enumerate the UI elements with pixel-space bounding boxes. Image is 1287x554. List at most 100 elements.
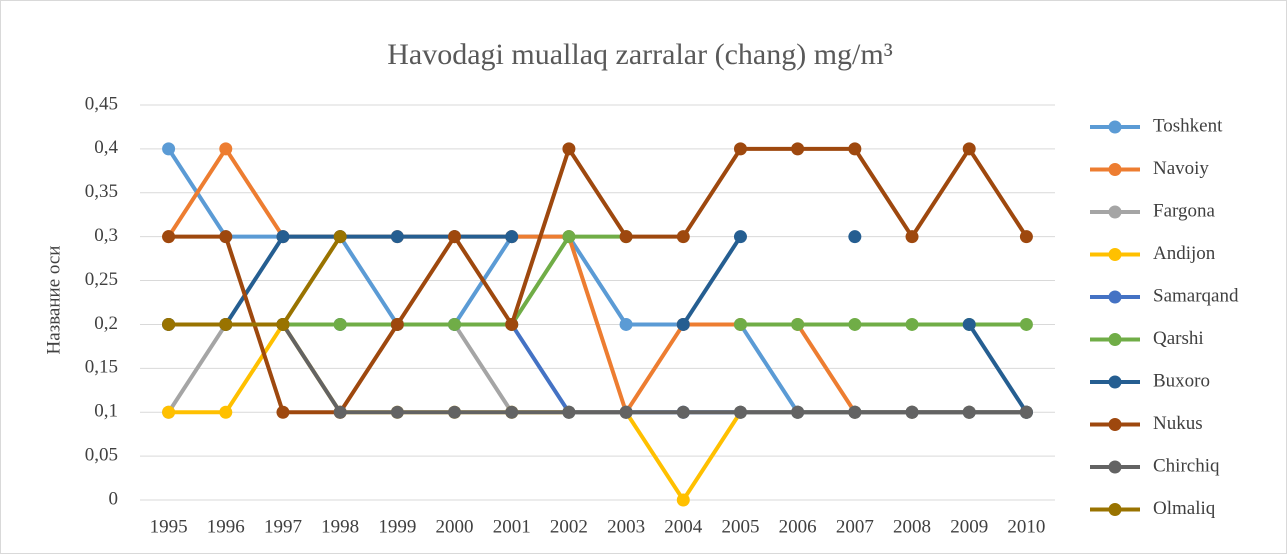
marker <box>619 317 633 331</box>
x-tick-label: 2000 <box>436 516 474 537</box>
legend-label: Qarshi <box>1153 328 1204 349</box>
y-tick-label: 0,45 <box>85 93 118 114</box>
marker <box>619 405 633 419</box>
legend-label: Navoiy <box>1153 158 1209 179</box>
marker <box>505 317 519 331</box>
legend-marker <box>1108 418 1122 431</box>
marker <box>390 230 404 244</box>
marker <box>162 405 176 419</box>
marker <box>962 405 976 419</box>
legend-label: Samarqand <box>1153 285 1239 306</box>
marker <box>1019 405 1033 419</box>
y-tick-label: 0,1 <box>94 401 118 422</box>
x-tick-label: 1996 <box>207 516 245 537</box>
legend-marker <box>1108 248 1122 261</box>
marker <box>562 142 576 156</box>
legend-label: Olmaliq <box>1153 498 1216 519</box>
marker <box>733 230 747 244</box>
legend-marker <box>1108 460 1122 474</box>
marker <box>562 230 576 244</box>
legend-marker <box>1108 205 1122 219</box>
series-line <box>168 322 1027 415</box>
series-line <box>681 235 743 326</box>
y-tick-label: 0,05 <box>85 444 118 465</box>
legend-marker <box>1108 333 1122 346</box>
marker <box>676 405 690 419</box>
marker <box>905 317 919 331</box>
marker <box>848 317 862 331</box>
marker <box>962 317 976 331</box>
marker <box>848 230 862 244</box>
x-tick-label: 1997 <box>264 516 302 537</box>
legend-marker <box>1108 120 1122 134</box>
marker <box>162 142 176 156</box>
marker <box>733 317 747 331</box>
marker <box>676 230 690 244</box>
y-axis-label: Название оси <box>43 246 64 355</box>
marker <box>162 230 176 244</box>
marker <box>791 405 805 419</box>
marker <box>848 142 862 156</box>
x-tick-label: 2003 <box>607 516 645 537</box>
y-tick-label: 0,35 <box>85 181 118 202</box>
legend-marker <box>1108 290 1122 304</box>
marker <box>219 405 233 419</box>
x-tick-label: 2005 <box>721 516 759 537</box>
marker <box>219 142 233 156</box>
marker <box>905 230 919 244</box>
marker <box>791 142 805 156</box>
legend-marker <box>1108 375 1122 389</box>
x-tick-label: 2002 <box>550 516 588 537</box>
y-tick-label: 0,25 <box>85 269 118 290</box>
marker <box>1019 230 1033 244</box>
legend-label: Chirchiq <box>1153 455 1220 476</box>
x-tick-label: 2004 <box>664 516 703 537</box>
marker <box>219 230 233 244</box>
marker <box>962 142 976 156</box>
chart-title: Havodagi muallaq zarralar (chang) mg/m³ <box>387 38 892 71</box>
marker <box>276 230 290 244</box>
marker <box>276 405 290 419</box>
series-line <box>967 323 1029 414</box>
x-tick-label: 2007 <box>836 516 874 537</box>
marker <box>619 230 633 244</box>
marker <box>505 230 519 244</box>
x-tick-label: 1999 <box>378 516 416 537</box>
legend-label: Nukus <box>1153 413 1203 434</box>
x-tick-label: 2010 <box>1007 516 1045 537</box>
marker <box>562 405 576 419</box>
y-tick-label: 0,2 <box>94 313 118 334</box>
legend-label: Fargona <box>1153 200 1215 221</box>
legend-label: Andijon <box>1153 243 1216 264</box>
marker <box>390 405 404 419</box>
marker <box>390 317 404 331</box>
marker <box>733 142 747 156</box>
marker <box>905 405 919 419</box>
x-tick-label: 2008 <box>893 516 931 537</box>
marker <box>162 317 176 331</box>
marker <box>219 317 233 331</box>
marker <box>333 317 347 331</box>
marker <box>448 317 462 331</box>
y-tick-label: 0 <box>109 488 119 509</box>
marker <box>733 405 747 419</box>
y-tick-label: 0,3 <box>94 225 118 246</box>
y-tick-label: 0,15 <box>85 357 118 378</box>
x-tick-label: 1995 <box>150 516 188 537</box>
marker <box>333 405 347 419</box>
x-tick-label: 1998 <box>321 516 359 537</box>
x-tick-label: 2009 <box>950 516 988 537</box>
legend-label: Toshkent <box>1153 115 1223 136</box>
legend-marker <box>1108 503 1122 516</box>
marker <box>676 317 690 331</box>
marker <box>848 405 862 419</box>
marker <box>1019 317 1033 331</box>
marker <box>791 317 805 331</box>
marker <box>448 405 462 419</box>
marker <box>333 230 347 244</box>
legend-label: Buxoro <box>1153 370 1210 391</box>
series-line <box>168 235 342 327</box>
legend-marker <box>1108 163 1122 176</box>
x-tick-label: 2006 <box>779 516 817 537</box>
